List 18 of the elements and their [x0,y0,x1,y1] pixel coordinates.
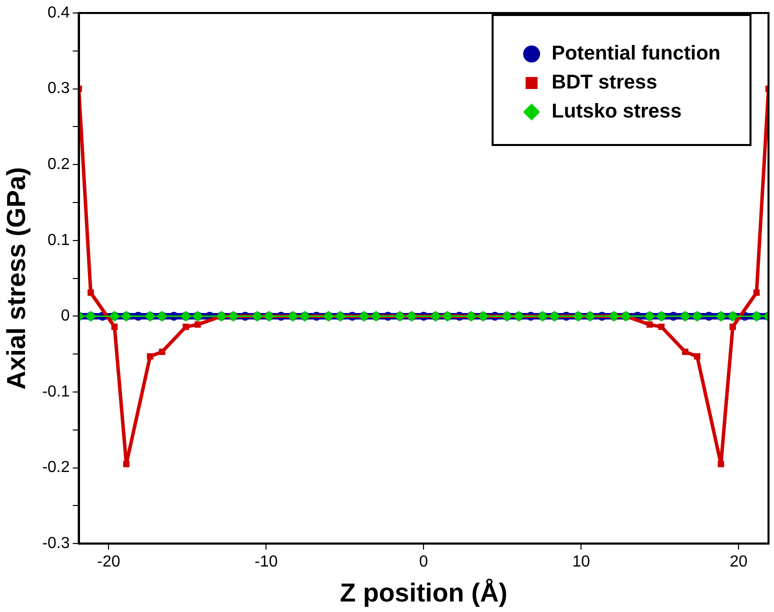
y-tick-label: -0.3 [42,535,70,552]
x-tick-label: -10 [254,554,278,571]
y-tick-label: 0 [60,308,70,325]
x-tick-label: 20 [730,554,748,571]
y-axis-title: Axial stress (GPa) [0,167,31,390]
x-tick-label: 0 [419,554,428,571]
legend-label: Potential function [552,42,721,65]
y-tick-label: 0.3 [48,80,70,98]
x-axis-title: Z position (Å) [340,578,508,608]
y-tick-label: 0.1 [48,232,70,249]
y-tick-label: 0.4 [48,4,70,22]
x-tick-label: -20 [97,554,120,571]
y-tick-label: 0.2 [48,156,70,174]
x-tick-label: 10 [572,554,590,571]
y-tick-label: -0.1 [42,383,70,400]
y-tick-label: -0.2 [42,459,70,476]
legend-label: BDT stress [552,72,658,94]
legend-label: Lutsko stress [552,100,682,123]
